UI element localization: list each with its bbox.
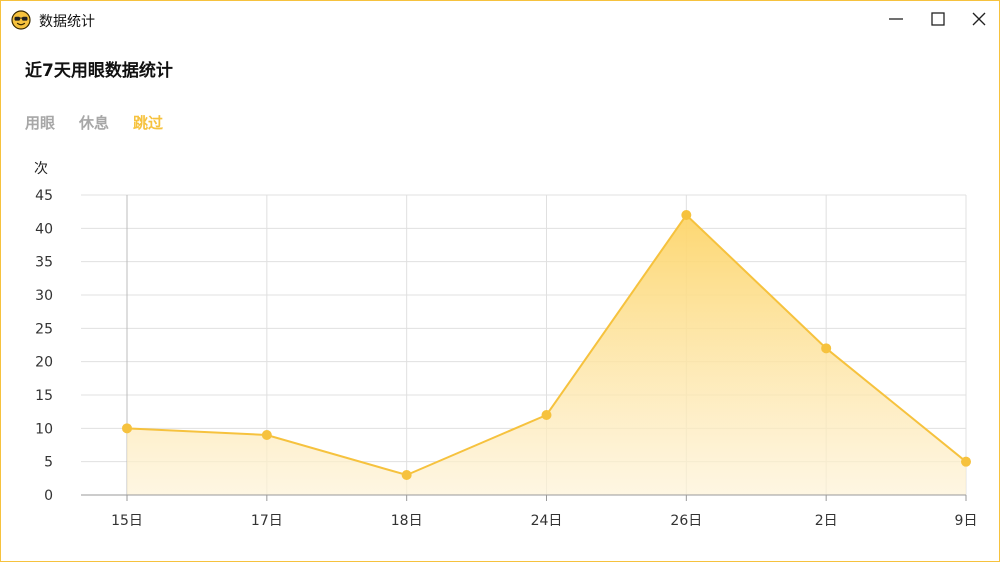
sunglasses-face-icon [11,10,31,30]
x-tick-label: 24日 [531,513,563,529]
y-tick-label: 35 [35,255,53,271]
tab-eye-use[interactable]: 用眼 [25,114,56,132]
data-point [122,423,132,434]
stat-tabs: 用眼 休息 跳过 [25,112,187,133]
data-point [821,343,832,354]
y-tick-label: 30 [35,288,53,304]
close-button[interactable] [959,5,999,33]
maximize-icon [931,12,945,26]
tab-rest[interactable]: 休息 [79,114,110,132]
data-point [261,430,272,440]
y-tick-label: 15 [35,388,53,404]
tab-skip[interactable]: 跳过 [133,114,164,132]
x-tick-label: 2日 [815,513,838,529]
data-point [401,470,412,480]
x-tick-label: 26日 [670,513,702,529]
maximize-button[interactable] [918,5,958,33]
minimize-button[interactable] [876,5,916,33]
y-tick-label: 20 [35,355,53,371]
y-tick-label: 40 [35,221,53,237]
x-tick-label: 9日 [955,513,978,529]
x-tick-labels: 15日 17日 18日 24日 26日 2日 9日 [111,513,977,529]
minimize-icon [889,18,903,20]
title-bar: 数据统计 [1,1,999,39]
y-tick-labels: 0 5 10 15 20 25 30 35 40 45 [35,188,53,504]
x-tick-label: 17日 [251,513,283,529]
data-point [681,210,692,220]
y-tick-label: 0 [44,488,53,504]
y-axis-label: 次 [34,161,48,177]
x-tick-label: 15日 [111,513,143,529]
y-tick-label: 45 [35,188,53,204]
page-heading: 近7天用眼数据统计 [25,61,173,81]
data-point [961,456,971,467]
y-tick-label: 5 [44,455,53,471]
y-tick-label: 10 [35,421,53,437]
data-points [122,210,971,480]
skip-count-chart: 0 5 10 15 20 25 30 35 40 45 15日 17日 18日 24日 26日 2日 9日 次 [34,161,977,529]
x-tick-label: 18日 [391,513,423,529]
close-icon [972,12,986,26]
series-area [127,215,966,495]
y-tick-label: 25 [35,321,53,337]
window-title: 数据统计 [39,14,95,30]
axes [81,494,967,501]
data-point [541,410,552,420]
